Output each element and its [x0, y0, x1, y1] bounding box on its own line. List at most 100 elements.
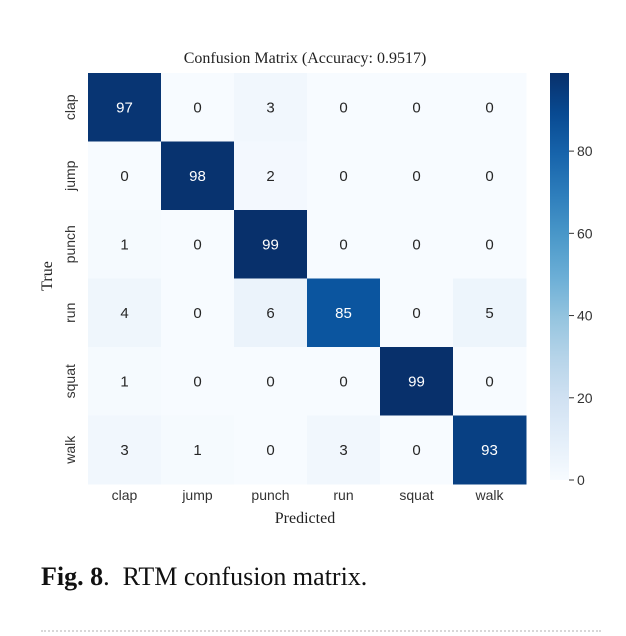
cell-value-label: 1 — [193, 442, 201, 459]
y-tick-label: jump — [62, 160, 78, 192]
cell-value-label: 0 — [412, 168, 420, 185]
cell-value-label: 0 — [120, 168, 128, 185]
cell-value-label: 0 — [193, 99, 201, 116]
x-tick-label: walk — [474, 487, 504, 503]
colorbar-tick-label: 80 — [577, 143, 593, 159]
y-axis-label: True — [39, 261, 56, 291]
colorbar: 0 20 40 60 80 — [550, 73, 593, 488]
heatmap-cell — [161, 210, 235, 279]
heatmap-cell — [453, 141, 527, 211]
cell-value-label: 0 — [339, 99, 347, 116]
heatmap-cell — [307, 73, 381, 142]
cell-value-label: 0 — [193, 236, 201, 253]
heatmap-cell — [88, 73, 162, 142]
heatmap-cell — [380, 210, 454, 279]
cell-value-label: 3 — [120, 442, 128, 459]
y-tick-label: squat — [62, 364, 78, 398]
cell-value-label: 0 — [339, 373, 347, 390]
cell-value-label: 99 — [262, 236, 279, 253]
heatmap-cell — [380, 141, 454, 211]
dotted-divider — [41, 630, 601, 632]
x-tick-label: jump — [181, 487, 213, 503]
x-tick-label: squat — [399, 487, 433, 503]
heatmap-cell — [88, 210, 162, 279]
colorbar-gradient — [550, 73, 569, 480]
cell-value-label: 0 — [266, 442, 274, 459]
cell-value-label: 85 — [335, 305, 352, 322]
cell-value-label: 0 — [193, 305, 201, 322]
heatmap-cell — [161, 73, 235, 142]
x-tick-labels: clap jump punch run squat walk — [112, 487, 505, 503]
cell-value-label: 1 — [120, 373, 128, 390]
cell-value-label: 0 — [339, 236, 347, 253]
heatmap-cell — [307, 415, 381, 485]
heatmap-cell — [88, 415, 162, 485]
heatmap-cell — [380, 415, 454, 485]
cell-value-label: 0 — [485, 373, 493, 390]
heatmap-cell — [234, 141, 308, 211]
heatmap-cell — [453, 347, 527, 416]
cell-value-label: 3 — [266, 99, 274, 116]
heatmap-cell — [88, 141, 162, 211]
cell-value-label: 0 — [412, 236, 420, 253]
y-tick-label: run — [62, 303, 78, 323]
confusion-matrix-chart: Confusion Matrix (Accuracy: 0.9517) 97 0 3… — [39, 50, 593, 527]
heatmap-cell — [307, 141, 381, 211]
cell-value-label: 0 — [485, 99, 493, 116]
x-axis-label: Predicted — [275, 510, 335, 527]
colorbar-tick-label: 40 — [577, 308, 593, 324]
chart-title: Confusion Matrix (Accuracy: 0.9517) — [184, 50, 427, 67]
cell-value-label: 0 — [193, 373, 201, 390]
cell-value-label: 0 — [412, 305, 420, 322]
colorbar-tick-label: 0 — [577, 472, 585, 488]
heatmap-cell — [234, 210, 308, 279]
heatmap-cell — [307, 347, 381, 416]
heatmap-cell — [307, 278, 381, 348]
y-tick-label: punch — [62, 225, 78, 263]
colorbar-tick-label: 60 — [577, 225, 593, 241]
cell-value-label: 3 — [339, 442, 347, 459]
cell-value-label: 5 — [485, 305, 493, 322]
cell-value-label: 2 — [266, 168, 274, 185]
colorbar-tick-label: 20 — [577, 390, 593, 406]
cell-value-label: 0 — [485, 236, 493, 253]
heatmap-cell — [161, 278, 235, 348]
y-tick-labels: clap jump punch run squat walk — [62, 94, 78, 465]
heatmap-cell — [380, 278, 454, 348]
heatmap-cell — [161, 141, 235, 211]
figure-caption: Fig. 8. RTM confusion matrix. — [41, 562, 368, 591]
heatmap-cell — [380, 347, 454, 416]
heatmap-cell — [453, 415, 527, 485]
heatmap-cell — [453, 278, 527, 348]
cell-value-label: 93 — [481, 442, 498, 459]
heatmap-cell — [161, 415, 235, 485]
cell-value-label: 1 — [120, 236, 128, 253]
heatmap-cell — [88, 347, 162, 416]
heatmap-cell — [88, 278, 162, 348]
heatmap-cell — [234, 278, 308, 348]
heatmap-cell — [234, 415, 308, 485]
caption-text: RTM confusion matrix. — [122, 562, 368, 591]
cell-value-label: 6 — [266, 305, 274, 322]
x-tick-label: punch — [251, 487, 289, 503]
heatmap-cell — [307, 210, 381, 279]
cell-value-label: 97 — [116, 99, 133, 116]
y-tick-label: clap — [62, 94, 78, 120]
cell-value-label: 0 — [412, 442, 420, 459]
heatmap-cell — [380, 73, 454, 142]
heatmap-cell — [234, 347, 308, 416]
heatmap-cell — [453, 73, 527, 142]
heatmap-cell — [161, 347, 235, 416]
heatmap-cell — [453, 210, 527, 279]
y-tick-label: walk — [62, 435, 78, 465]
cell-value-label: 99 — [408, 373, 425, 390]
cell-value-label: 0 — [412, 99, 420, 116]
cell-value-label: 0 — [339, 168, 347, 185]
cell-value-label: 0 — [266, 373, 274, 390]
heatmap-cell — [234, 73, 308, 142]
cell-value-label: 0 — [485, 168, 493, 185]
cell-value-label: 98 — [189, 168, 206, 185]
heatmap-cells: 97 0 3 0 0 00 98 2 0 0 01 0 99 0 0 04 0 6 85 0 51 0 0 0 99 03 1 0 3 0… — [88, 73, 527, 485]
x-tick-label: run — [333, 487, 353, 503]
cell-value-label: 4 — [120, 305, 128, 322]
